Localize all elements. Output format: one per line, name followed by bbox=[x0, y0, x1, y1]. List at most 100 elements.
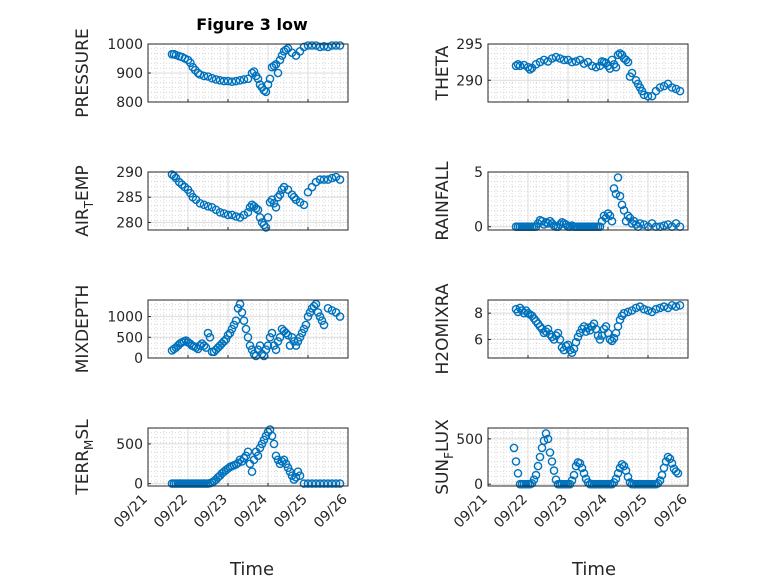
data-point bbox=[235, 76, 245, 85]
data-point bbox=[575, 328, 585, 338]
data-point bbox=[253, 205, 263, 215]
x-tick-label: 09/21 bbox=[111, 492, 151, 532]
data-point bbox=[261, 223, 271, 232]
data-point bbox=[195, 70, 205, 79]
data-point bbox=[243, 447, 253, 457]
x-tick-label: 09/21 bbox=[451, 492, 491, 532]
data-point bbox=[621, 55, 631, 65]
data-point bbox=[531, 470, 541, 480]
data-point bbox=[665, 454, 675, 464]
data-point bbox=[617, 459, 627, 469]
data-point bbox=[207, 73, 217, 83]
data-point bbox=[297, 328, 307, 338]
data-point bbox=[659, 221, 669, 230]
data-point bbox=[513, 307, 523, 317]
data-point bbox=[275, 332, 285, 342]
data-point bbox=[307, 41, 317, 50]
data-point bbox=[241, 324, 251, 334]
data-point bbox=[247, 467, 257, 477]
data-point bbox=[323, 479, 333, 488]
y-axis-label: SUNFLUX bbox=[433, 419, 456, 495]
axes-box bbox=[147, 43, 349, 103]
data-point bbox=[305, 308, 315, 317]
data-point bbox=[255, 341, 265, 350]
data-point bbox=[259, 435, 269, 445]
data-point bbox=[309, 301, 319, 311]
subplot-5: 0 500 1000 MIXDEPTH bbox=[73, 285, 349, 374]
data-point bbox=[271, 451, 281, 461]
data-point bbox=[543, 324, 553, 334]
data-point bbox=[319, 320, 329, 330]
data-point bbox=[249, 67, 259, 76]
data-point bbox=[303, 41, 313, 50]
data-point bbox=[295, 332, 305, 342]
y-axis-label: H2OMIXRA bbox=[433, 283, 453, 374]
data-point bbox=[287, 332, 297, 342]
data-point bbox=[231, 212, 241, 221]
data-point bbox=[223, 76, 233, 86]
data-point bbox=[543, 434, 553, 444]
y-axis-label: MIXDEPTH bbox=[73, 285, 93, 374]
data-point bbox=[643, 91, 653, 101]
data-point bbox=[613, 173, 623, 182]
data-point bbox=[259, 220, 269, 230]
data-point bbox=[655, 83, 665, 92]
data-point bbox=[577, 463, 587, 473]
data-point bbox=[267, 328, 277, 338]
data-point bbox=[513, 60, 523, 69]
data-point bbox=[579, 468, 589, 478]
data-point bbox=[655, 476, 665, 485]
data-point bbox=[655, 303, 665, 313]
data-point bbox=[221, 335, 231, 344]
data-point bbox=[511, 457, 521, 466]
data-point bbox=[253, 74, 263, 84]
data-point bbox=[186, 58, 195, 68]
data-point bbox=[559, 345, 569, 355]
data-point bbox=[611, 62, 621, 72]
data-point bbox=[257, 439, 267, 449]
data-point bbox=[215, 76, 225, 85]
data-point bbox=[547, 54, 557, 63]
data-point bbox=[317, 316, 327, 326]
y-axis-label: RAINFALL bbox=[433, 161, 453, 241]
data-point bbox=[327, 306, 337, 315]
data-point bbox=[555, 220, 565, 229]
data-point bbox=[555, 335, 565, 344]
y-tick-label: 290 bbox=[456, 73, 483, 89]
data-point bbox=[673, 468, 683, 478]
data-point bbox=[675, 86, 685, 96]
data-point bbox=[605, 335, 615, 344]
data-point bbox=[651, 304, 661, 314]
data-point bbox=[237, 308, 247, 317]
figure-title: Figure 3 low bbox=[196, 15, 308, 34]
axes-box bbox=[487, 299, 689, 359]
data-point bbox=[313, 308, 323, 317]
y-axis-label: PRESSURE bbox=[73, 28, 93, 117]
data-point bbox=[589, 319, 599, 329]
data-point bbox=[579, 59, 589, 68]
y-tick-label: 5 bbox=[474, 165, 483, 181]
data-point bbox=[291, 341, 301, 350]
data-point bbox=[623, 307, 633, 317]
y-axis-label: TERRMSL bbox=[73, 419, 96, 496]
data-point bbox=[203, 201, 213, 211]
data-point bbox=[611, 474, 621, 484]
data-point bbox=[311, 41, 321, 50]
data-point bbox=[327, 479, 337, 488]
data-point bbox=[303, 312, 313, 321]
data-point bbox=[319, 42, 329, 51]
data-point bbox=[311, 479, 321, 488]
data-point bbox=[619, 205, 629, 215]
data-point bbox=[533, 461, 543, 471]
data-point bbox=[511, 61, 521, 71]
y-tick-label: 800 bbox=[116, 95, 143, 111]
data-point bbox=[605, 211, 615, 221]
y-tick-label: 285 bbox=[116, 190, 143, 206]
data-point bbox=[547, 457, 557, 466]
data-point bbox=[247, 345, 257, 355]
data-point bbox=[631, 220, 641, 229]
x-axis-label-right: Time bbox=[571, 559, 616, 580]
